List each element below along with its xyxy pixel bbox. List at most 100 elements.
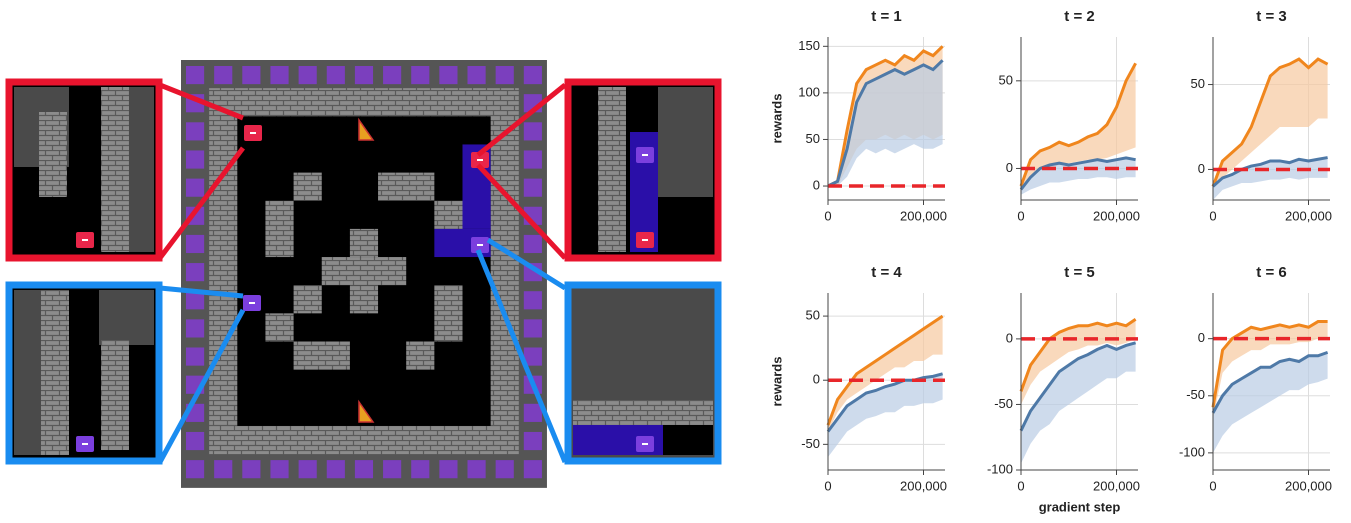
border-tile (468, 460, 486, 478)
x-tick-label: 200,000 (900, 478, 947, 493)
border-tile (355, 460, 373, 478)
y-tick-label: -100 (987, 461, 1013, 476)
border-tile (186, 432, 204, 450)
agent-eye (249, 302, 255, 304)
chart: t = 5 -100 -50 0 0 200,000 gradient step (987, 264, 1140, 514)
y-tick-label: 0 (1006, 330, 1013, 345)
wall (434, 201, 462, 229)
border-tile (327, 460, 345, 478)
zoom-wall (99, 290, 154, 345)
border-tile (524, 179, 542, 197)
chart: t = 4 -50 0 50 0 200,000 rewards (769, 264, 947, 493)
y-tick-label: 0 (1006, 160, 1013, 175)
border-tile (524, 291, 542, 309)
border-tile (496, 460, 514, 478)
chart-title: t = 2 (1064, 8, 1094, 25)
game-map (9, 60, 718, 488)
border-tile (299, 66, 317, 84)
figure: t = 1 0 50 100 150 0 200,000 rewards t = 2 0 50 0 20… (0, 0, 1351, 523)
border-tile (186, 179, 204, 197)
x-tick-label: 200,000 (1285, 208, 1332, 223)
border-tile (383, 66, 401, 84)
x-tick-label: 200,000 (900, 208, 947, 223)
border-tile (439, 66, 457, 84)
border-tile (524, 432, 542, 450)
border-tile (299, 460, 317, 478)
wall (350, 229, 378, 257)
y-tick-label: 0 (813, 372, 820, 387)
y-tick-label: -50 (801, 436, 820, 451)
agent-eye (82, 239, 88, 241)
wall (265, 313, 293, 341)
border-tile (524, 235, 542, 253)
y-tick-label: 50 (806, 308, 820, 323)
zoom-wall (14, 290, 44, 455)
zoom-brick (573, 400, 713, 425)
zoom-floor (663, 425, 713, 455)
wall (294, 342, 350, 370)
wall (406, 342, 434, 370)
border-tile (524, 122, 542, 140)
chart-title: t = 1 (871, 8, 901, 25)
y-tick-label: 150 (798, 38, 820, 53)
border-tile (411, 66, 429, 84)
y-axis-label: rewards (769, 94, 784, 144)
chart: t = 1 0 50 100 150 0 200,000 rewards (769, 8, 947, 223)
wall (294, 173, 322, 201)
zoom-brick (39, 112, 67, 197)
chart: t = 20500200,000 (999, 8, 1140, 223)
y-tick-label: 50 (1191, 76, 1205, 91)
agent-eye (642, 154, 648, 156)
border-tile (242, 460, 260, 478)
agent-eye (82, 443, 88, 445)
border-tile (439, 460, 457, 478)
y-tick-label: 100 (798, 84, 820, 99)
zoom-brick (101, 340, 129, 450)
chart-title: t = 3 (1256, 8, 1286, 25)
wall (350, 285, 378, 313)
zoom-brick (598, 87, 626, 252)
border-tile (468, 66, 486, 84)
band (828, 60, 943, 186)
x-tick-label: 0 (1209, 208, 1216, 223)
border-tile (214, 460, 232, 478)
border-tile (214, 66, 232, 84)
zoom-wall (658, 87, 713, 197)
agent-eye (477, 159, 483, 161)
y-tick-label: -50 (994, 396, 1013, 411)
chart-title: t = 5 (1064, 264, 1094, 281)
y-tick-label: 0 (813, 177, 820, 192)
border-tile (270, 66, 288, 84)
border-tile (524, 150, 542, 168)
wall (434, 285, 462, 341)
agent-eye (642, 239, 648, 241)
border-tile (186, 150, 204, 168)
zoom-brick (41, 290, 69, 455)
border-tile (383, 460, 401, 478)
agent-eye (477, 244, 483, 246)
y-tick-label: -50 (1186, 387, 1205, 402)
zoom-brick (101, 87, 129, 252)
x-tick-label: 0 (824, 208, 831, 223)
border-tile (524, 460, 542, 478)
x-tick-label: 0 (1017, 208, 1024, 223)
x-tick-label: 200,000 (1285, 478, 1332, 493)
x-axis-label: gradient step (1039, 499, 1121, 514)
border-tile (242, 66, 260, 84)
x-tick-label: 0 (1209, 478, 1216, 493)
agent-eye (250, 132, 256, 134)
x-tick-label: 200,000 (1093, 478, 1140, 493)
y-tick-label: 50 (806, 131, 820, 146)
wall (322, 257, 406, 285)
border-tile (327, 66, 345, 84)
y-axis-label: rewards (769, 357, 784, 407)
chart-title: t = 4 (871, 264, 902, 281)
x-tick-label: 0 (1017, 478, 1024, 493)
border-tile (186, 263, 204, 281)
border-tile (524, 404, 542, 422)
x-tick-label: 0 (824, 478, 831, 493)
border-tile (186, 348, 204, 366)
y-tick-label: 50 (999, 72, 1013, 87)
